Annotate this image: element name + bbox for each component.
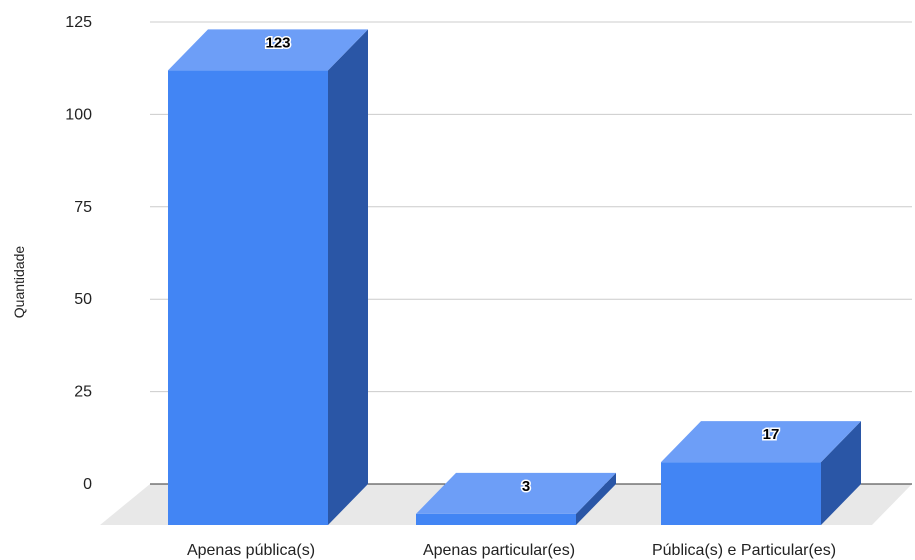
- y-axis-ticks: 0 25 50 75 100 125: [65, 14, 92, 493]
- bar-front-face: [416, 514, 576, 525]
- y-tick-label: 75: [74, 199, 92, 216]
- bar: [168, 29, 368, 525]
- bar-side-face: [328, 29, 368, 525]
- y-tick-label: 50: [74, 291, 92, 308]
- bar-front-face: [661, 462, 821, 525]
- y-tick-label: 0: [83, 476, 92, 493]
- bar-front-face: [168, 70, 328, 525]
- data-label: 123: [265, 34, 290, 51]
- y-tick-label: 25: [74, 384, 92, 401]
- data-label: 17: [763, 426, 780, 443]
- bars: [168, 29, 861, 525]
- bar: [661, 421, 861, 525]
- y-tick-label: 100: [65, 106, 92, 123]
- y-axis-title: Quantidade: [11, 246, 27, 319]
- x-category-label: Pública(s) e Particular(es): [652, 542, 836, 559]
- x-category-label: Apenas pública(s): [187, 542, 315, 559]
- y-tick-label: 125: [65, 14, 92, 31]
- data-label: 3: [522, 478, 530, 495]
- x-category-label: Apenas particular(es): [423, 542, 575, 559]
- x-axis-categories: Apenas pública(s) Apenas particular(es) Pú…: [187, 542, 836, 559]
